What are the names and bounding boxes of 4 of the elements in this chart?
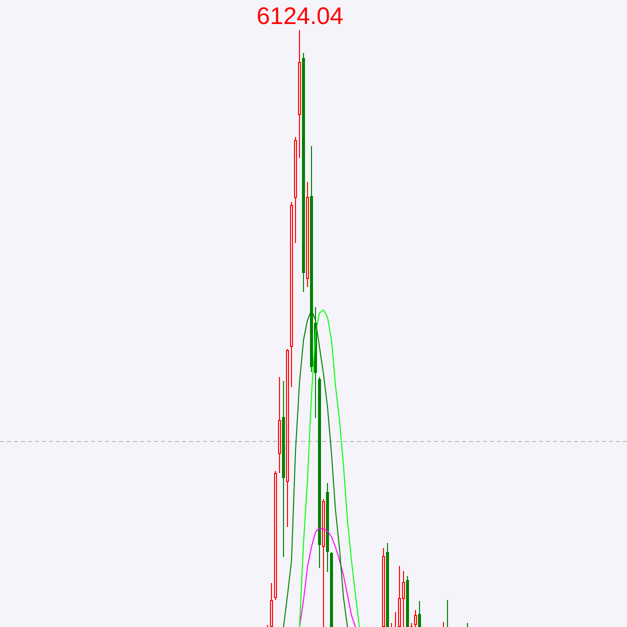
candlestick xyxy=(298,30,301,158)
annotation: 6124.04 xyxy=(256,3,344,30)
candlestick xyxy=(278,377,281,473)
candlestick xyxy=(402,571,405,627)
